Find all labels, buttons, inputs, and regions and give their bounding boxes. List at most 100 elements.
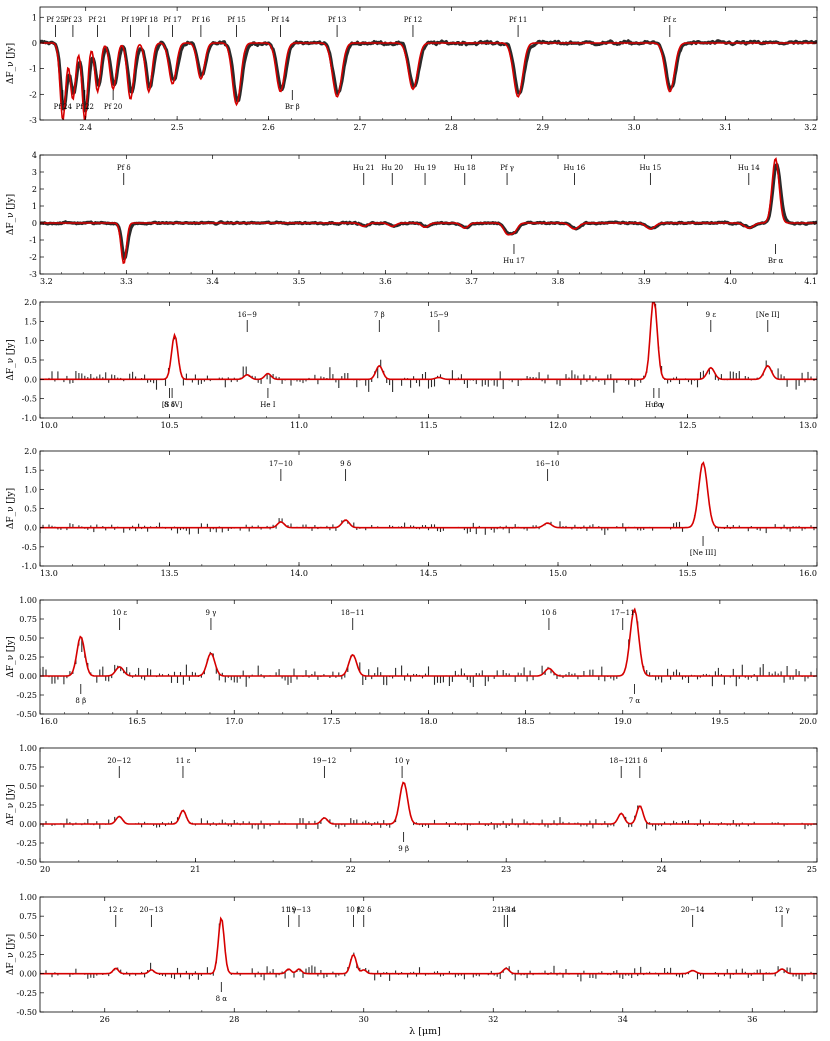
line-label: Pf 24 bbox=[54, 103, 73, 111]
x-tick-label: 3.9 bbox=[638, 277, 651, 286]
y-tick-label: -1.0 bbox=[22, 414, 37, 423]
line-label: 8 δ bbox=[164, 401, 175, 409]
axes-frame bbox=[39, 154, 818, 275]
line-label: Pf 20 bbox=[104, 103, 122, 111]
x-tick-label: 10.5 bbox=[161, 421, 179, 430]
panel-7: 26 28 30 32 34 36 -0.50 -0.25 0.00 0.25 0.50 0.75 1.… bbox=[6, 893, 818, 1024]
x-tick-label: 16.0 bbox=[799, 569, 817, 578]
line-label: Pf 14 bbox=[271, 16, 290, 24]
x-tick-label: 34 bbox=[618, 1015, 628, 1024]
y-tick-label: 1 bbox=[32, 13, 37, 22]
model-spectrum bbox=[40, 607, 817, 677]
line-label: 8 γ bbox=[654, 401, 665, 409]
line-label: 7 β bbox=[374, 311, 385, 319]
x-tick-label: 24 bbox=[657, 865, 667, 874]
x-tick-label: 3.2 bbox=[804, 123, 817, 132]
y-tick-label: 0.0 bbox=[24, 375, 37, 384]
line-label: Hu 16 bbox=[564, 164, 586, 172]
line-label: Hu 18 bbox=[454, 164, 476, 172]
x-tick-label: 13.5 bbox=[161, 569, 179, 578]
line-label: 10 ε bbox=[112, 609, 127, 617]
y-tick-label: 0.50 bbox=[19, 931, 37, 940]
y-tick-label: 0.5 bbox=[24, 356, 37, 365]
line-label: Hu 20 bbox=[381, 164, 403, 172]
line-label: 12 δ bbox=[356, 906, 371, 914]
panel-6: 20 21 22 23 24 25 -0.50 -0.25 0.00 0.25 0.50 0.75 1.… bbox=[6, 744, 818, 874]
line-label: Pf 16 bbox=[192, 16, 211, 24]
y-tick-label: -1.0 bbox=[22, 562, 37, 571]
line-label: Pf 18 bbox=[140, 16, 158, 24]
line-label: Hu 21 bbox=[353, 164, 375, 172]
y-axis-label: ΔF_ν [Jy] bbox=[6, 636, 16, 677]
line-label: He I bbox=[260, 401, 275, 409]
line-label: Pf γ bbox=[500, 164, 514, 172]
x-tick-label: 3.8 bbox=[552, 277, 565, 286]
y-tick-label: 0.75 bbox=[19, 912, 37, 921]
line-label: 10 β bbox=[346, 906, 361, 914]
y-axis-label: ΔF_ν [Jy] bbox=[6, 488, 16, 529]
line-label: 9 δ bbox=[340, 460, 351, 468]
y-tick-label: -1 bbox=[29, 236, 37, 245]
y-tick-label: -3 bbox=[29, 116, 37, 125]
line-label: Hu α bbox=[645, 401, 663, 409]
x-tick-label: 4.0 bbox=[724, 277, 737, 286]
x-tick-label: 19.0 bbox=[614, 717, 632, 726]
y-tick-label: 0.00 bbox=[19, 970, 37, 979]
plot-area-2 bbox=[40, 157, 817, 265]
x-tick-label: 3.3 bbox=[120, 277, 133, 286]
line-label: Hu 14 bbox=[738, 164, 760, 172]
line-label: 20−13 bbox=[140, 906, 164, 914]
y-tick-label: 0 bbox=[32, 219, 37, 228]
x-tick-label: 17.5 bbox=[322, 717, 340, 726]
y-tick-label: 0.00 bbox=[19, 672, 37, 681]
line-label: 11 ε bbox=[176, 757, 191, 765]
y-tick-label: 1.00 bbox=[19, 893, 37, 902]
line-label: 9 ε bbox=[706, 311, 717, 319]
y-axis-label: ΔF_ν [Jy] bbox=[6, 43, 16, 84]
y-tick-label: 0.75 bbox=[19, 615, 37, 624]
x-tick-label: 3.7 bbox=[465, 277, 478, 286]
line-label: 19−12 bbox=[313, 757, 337, 765]
line-label: Br β bbox=[285, 103, 300, 111]
plot-area-3 bbox=[40, 302, 817, 393]
line-label: 17−10 bbox=[269, 460, 293, 468]
y-axis-label: ΔF_ν [Jy] bbox=[6, 339, 16, 380]
axes-frame bbox=[39, 599, 818, 715]
x-tick-label: 23 bbox=[501, 865, 511, 874]
y-tick-label: 0 bbox=[32, 39, 37, 48]
y-tick-label: -0.5 bbox=[22, 395, 37, 404]
line-label: Pf 12 bbox=[404, 16, 422, 24]
y-tick-label: 0.00 bbox=[19, 820, 37, 829]
line-label: Pf δ bbox=[117, 164, 131, 172]
x-tick-label: 10.0 bbox=[40, 421, 58, 430]
line-label: 19−13 bbox=[287, 906, 311, 914]
line-label: [Ne III] bbox=[690, 549, 717, 557]
x-tick-label: 11.0 bbox=[290, 421, 308, 430]
plot-area-7 bbox=[40, 916, 817, 982]
x-tick-label: 17.0 bbox=[225, 717, 243, 726]
line-label: 11 γ bbox=[281, 906, 296, 914]
line-label: 9 γ bbox=[206, 609, 217, 617]
line-label: 13 ε bbox=[500, 906, 515, 914]
y-tick-label: 0.50 bbox=[19, 634, 37, 643]
panel-1: 2.4 2.5 2.6 2.7 2.8 2.9 3.0 3.1 3.2 -3 -2 -1 0 1 ΔF_ν … bbox=[6, 6, 818, 132]
line-label: 8 β bbox=[75, 697, 86, 705]
y-tick-label: 0.25 bbox=[19, 801, 37, 810]
line-label: Pf 23 bbox=[64, 16, 82, 24]
x-tick-label: 2.5 bbox=[171, 123, 184, 132]
x-tick-label: 19.5 bbox=[711, 717, 729, 726]
line-label: 10 γ bbox=[394, 757, 409, 765]
panel-2: 3.2 3.3 3.4 3.5 3.6 3.7 3.8 3.9 4.0 4.1 -3 -2 -1 0 1 2 3… bbox=[6, 151, 818, 286]
x-tick-label: 4.1 bbox=[804, 277, 817, 286]
plot-area-1 bbox=[40, 39, 817, 120]
panel-3: 10.0 10.5 11.0 11.5 12.0 12.5 13.0 -1.0 -0.5 0.0 0… bbox=[6, 298, 818, 430]
x-tick-label: 3.4 bbox=[206, 277, 219, 286]
y-tick-label: 4 bbox=[32, 151, 37, 160]
y-tick-label: 2 bbox=[32, 185, 37, 194]
model-spectrum bbox=[40, 157, 817, 265]
x-tick-label: 11.5 bbox=[420, 421, 438, 430]
y-tick-label: -0.50 bbox=[16, 1008, 37, 1017]
line-label: Pf 13 bbox=[328, 16, 346, 24]
y-tick-label: 1.5 bbox=[24, 466, 37, 475]
plot-area-6 bbox=[40, 781, 817, 831]
